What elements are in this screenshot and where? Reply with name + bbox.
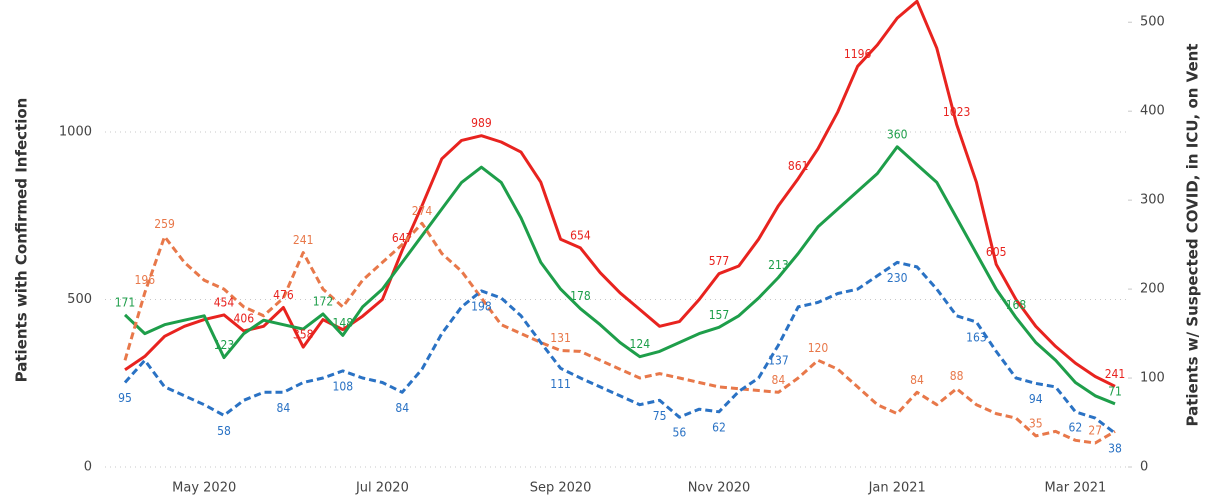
data-label: 577 bbox=[709, 254, 730, 268]
data-label: 230 bbox=[887, 271, 908, 285]
data-label: 35 bbox=[1029, 416, 1043, 430]
data-label: 213 bbox=[768, 258, 789, 272]
data-label: 360 bbox=[887, 127, 908, 141]
data-label: 178 bbox=[570, 289, 591, 303]
y2-tick-label: 500 bbox=[1140, 15, 1165, 30]
x-tick-label: Jan 2021 bbox=[868, 481, 926, 496]
data-label: 198 bbox=[471, 299, 492, 313]
data-label: 84 bbox=[277, 401, 291, 415]
data-label: 168 bbox=[1006, 298, 1027, 312]
data-label: 274 bbox=[412, 204, 433, 218]
data-label: 58 bbox=[217, 424, 231, 438]
data-label: 120 bbox=[808, 341, 829, 355]
data-label: 111 bbox=[550, 377, 571, 391]
y2-tick-label: 0 bbox=[1140, 460, 1148, 475]
data-label: 148 bbox=[332, 316, 353, 330]
data-label: 196 bbox=[134, 273, 155, 287]
y2-tick-label: 400 bbox=[1140, 104, 1165, 119]
data-label: 123 bbox=[214, 338, 235, 352]
data-label: 75 bbox=[653, 409, 667, 423]
data-label: 84 bbox=[910, 373, 924, 387]
data-label: 71 bbox=[1108, 384, 1122, 398]
data-label: 647 bbox=[392, 231, 413, 245]
data-label: 358 bbox=[293, 328, 314, 342]
data-label: 454 bbox=[214, 295, 235, 309]
data-label: 259 bbox=[154, 217, 175, 231]
x-tick-label: Jul 2020 bbox=[355, 481, 409, 496]
data-label: 38 bbox=[1108, 442, 1122, 456]
data-label: 62 bbox=[1069, 420, 1083, 434]
data-label: 406 bbox=[233, 311, 254, 325]
data-label: 27 bbox=[1088, 423, 1102, 437]
y2-tick-label: 200 bbox=[1140, 282, 1165, 297]
data-label: 95 bbox=[118, 391, 132, 405]
series-line bbox=[124, 0, 1116, 388]
data-label: 171 bbox=[115, 295, 136, 309]
y2-axis-title: Patients w/ Suspected COVID, in ICU, on … bbox=[1184, 44, 1202, 427]
data-label: 241 bbox=[1105, 367, 1126, 381]
y-tick-label: 500 bbox=[67, 292, 92, 307]
data-label: 989 bbox=[471, 116, 492, 130]
x-tick-label: Mar 2021 bbox=[1045, 481, 1107, 496]
data-label: 157 bbox=[709, 308, 730, 322]
x-tick-label: Nov 2020 bbox=[688, 481, 751, 496]
data-label: 108 bbox=[332, 379, 353, 393]
y2-tick-label: 300 bbox=[1140, 193, 1165, 208]
series-line bbox=[123, 145, 1116, 406]
data-label: 476 bbox=[273, 288, 294, 302]
data-label: 861 bbox=[788, 159, 809, 173]
data-label: 94 bbox=[1029, 392, 1043, 406]
series-line bbox=[123, 260, 1116, 435]
x-tick-label: Sep 2020 bbox=[530, 481, 592, 496]
y-axis-title: Patients with Confirmed Infection bbox=[13, 98, 31, 383]
data-label: 163 bbox=[966, 331, 987, 345]
data-label: 137 bbox=[768, 354, 789, 368]
data-label: 84 bbox=[395, 401, 409, 415]
data-label: 88 bbox=[950, 369, 964, 383]
data-label: 241 bbox=[293, 233, 314, 247]
data-label: 1023 bbox=[943, 105, 970, 119]
data-label: 84 bbox=[772, 373, 786, 387]
series-line bbox=[123, 221, 1116, 445]
y-tick-label: 0 bbox=[84, 460, 92, 475]
data-label: 654 bbox=[570, 228, 591, 242]
data-label: 56 bbox=[673, 426, 687, 440]
data-label: 131 bbox=[550, 331, 571, 345]
x-tick-label: May 2020 bbox=[172, 481, 236, 496]
data-label: 172 bbox=[313, 295, 334, 309]
data-label: 124 bbox=[629, 337, 650, 351]
data-label: 605 bbox=[986, 245, 1007, 259]
y-tick-label: 1000 bbox=[59, 124, 92, 139]
y2-tick-label: 100 bbox=[1140, 371, 1165, 386]
data-label: 62 bbox=[712, 420, 726, 434]
data-label: 1196 bbox=[844, 47, 872, 61]
